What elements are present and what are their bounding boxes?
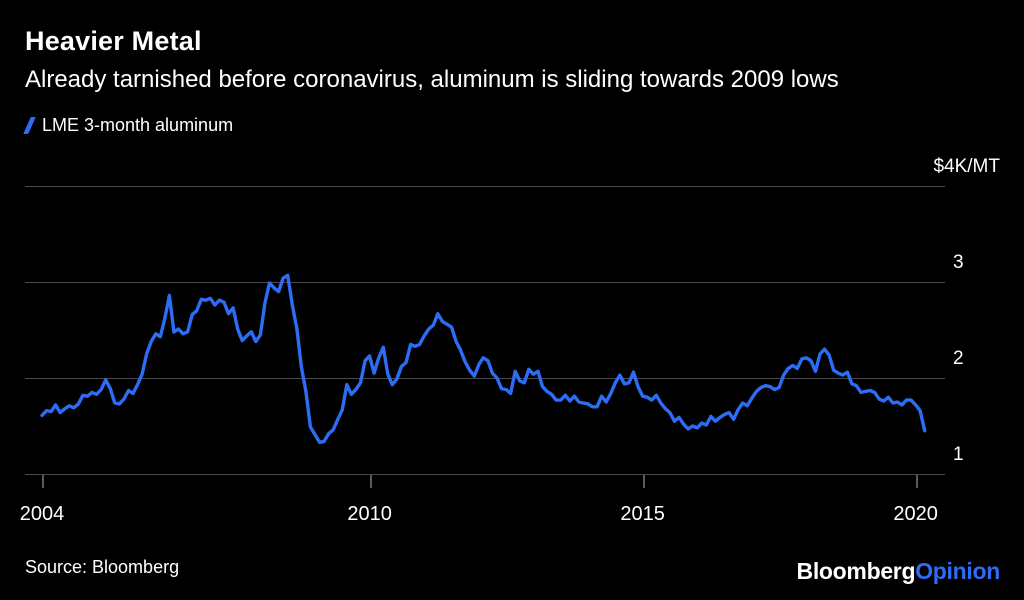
x-tick-2010 [369,475,372,488]
gridline-1 [25,474,945,475]
chart-area: 2004 2010 2015 2020 [20,150,945,525]
logo-opinion-text: Opinion [915,558,1000,584]
x-tick-2004 [42,475,44,488]
x-axis-label-2010: 2010 [347,503,392,525]
gridline-3 [25,282,945,283]
gridline-4 [25,186,945,187]
legend-slash-icon [23,117,36,134]
y-axis-label-3: 3 [953,252,964,273]
x-tick-2015 [642,475,645,488]
chart-subtitle: Already tarnished before coronavirus, al… [25,66,839,93]
gridline-2 [25,378,945,379]
price-line [40,273,927,444]
logo-bloomberg-text: Bloomberg [796,558,916,584]
chart-title: Heavier Metal [25,26,202,56]
y-axis-label-4k: $4K/MT [933,156,1000,177]
x-axis-label-2004: 2004 [19,503,65,525]
source-text: Source: Bloomberg [25,557,180,577]
x-axis-label-2020: 2020 [893,503,938,525]
legend: LME 3-month aluminum [23,115,234,136]
legend-label: LME 3-month aluminum [42,115,234,135]
line-chart-svg [40,273,927,444]
bloomberg-opinion-logo: BloombergOpinion [796,558,1001,585]
y-axis-label-2: 2 [953,348,964,369]
y-axis-label-1: 1 [953,444,964,465]
x-axis-label-2015: 2015 [620,503,665,525]
x-tick-2020 [915,475,918,488]
